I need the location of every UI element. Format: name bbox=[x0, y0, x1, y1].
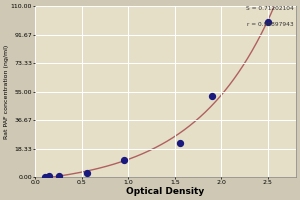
Text: S = 0.71202104: S = 0.71202104 bbox=[246, 6, 294, 11]
X-axis label: Optical Density: Optical Density bbox=[127, 187, 205, 196]
Point bbox=[122, 158, 126, 161]
Point bbox=[266, 20, 270, 23]
Point bbox=[177, 141, 182, 144]
Point bbox=[56, 174, 61, 177]
Text: r = 0.99897943: r = 0.99897943 bbox=[248, 22, 294, 27]
Point bbox=[210, 95, 214, 98]
Point bbox=[84, 171, 89, 175]
Point bbox=[42, 175, 47, 178]
Y-axis label: Rat PAF concentration (ng/ml): Rat PAF concentration (ng/ml) bbox=[4, 44, 9, 139]
Point bbox=[47, 175, 52, 178]
